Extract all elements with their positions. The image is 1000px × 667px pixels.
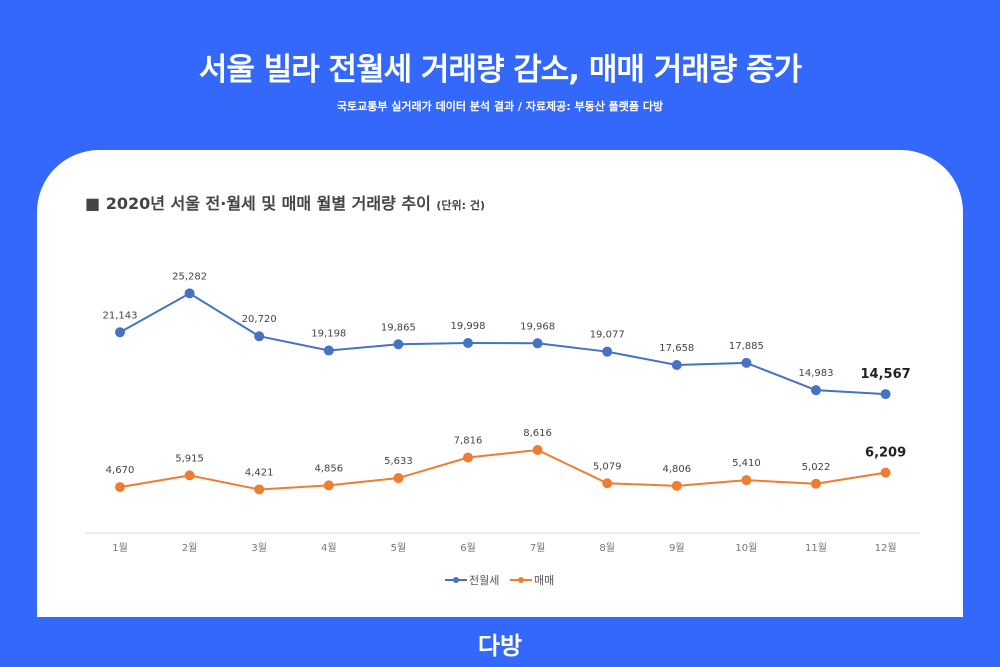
legend-marker	[453, 577, 459, 583]
x-tick-label: 5월	[391, 542, 407, 554]
data-point	[463, 338, 473, 349]
data-point	[254, 331, 265, 342]
data-label: 5,915	[175, 453, 204, 464]
chart-title: ■ 2020년 서울 전·월세 및 매매 월별 거래량 추이 (단위: 건)	[85, 190, 485, 214]
x-tick-label: 10월	[735, 542, 757, 554]
page-title: 서울 빌라 전월세 거래량 감소, 매매 거래량 증가	[198, 52, 802, 88]
x-tick-label: 11월	[805, 542, 827, 554]
data-point	[184, 288, 195, 299]
series-line-1	[119, 448, 886, 491]
data-label: 14,567	[861, 367, 911, 382]
chart-unit: (단위: 건)	[436, 199, 486, 212]
data-point	[393, 473, 404, 484]
data-point	[811, 385, 821, 396]
data-point	[880, 467, 891, 478]
x-tick-label: 8월	[599, 542, 615, 554]
data-point	[811, 478, 821, 489]
x-tick-label: 12월	[875, 542, 897, 554]
x-tick-label: 3월	[251, 542, 267, 554]
data-label: 7,816	[454, 436, 483, 447]
data-point	[532, 338, 543, 349]
data-label: 4,806	[662, 464, 691, 475]
data-label: 19,968	[520, 321, 555, 332]
data-point	[115, 482, 125, 493]
data-point	[602, 346, 613, 357]
legend-label: 전월세	[469, 574, 499, 587]
data-label: 20,720	[242, 314, 277, 325]
page-subtitle: 국토교통부 실거래가 데이터 분석 결과 / 자료제공: 부동산 플랫폼 다방	[336, 100, 664, 113]
data-label: 21,143	[103, 310, 138, 321]
data-label: 8,616	[523, 428, 552, 439]
dabang-logo: 다방	[477, 632, 523, 660]
data-label: 6,209	[865, 446, 906, 461]
data-label: 25,282	[172, 271, 207, 282]
x-tick-label: 9월	[669, 542, 685, 554]
data-label: 5,022	[802, 462, 831, 473]
series-line-0	[119, 292, 886, 396]
data-label: 14,983	[799, 368, 834, 379]
data-point	[323, 480, 334, 491]
data-point	[671, 360, 682, 371]
data-label: 5,410	[732, 458, 761, 469]
legend-label: 매매	[534, 574, 554, 587]
data-point	[115, 327, 125, 338]
data-point	[323, 345, 334, 356]
data-label: 19,198	[311, 329, 346, 340]
data-point	[602, 478, 613, 489]
data-point	[532, 445, 543, 456]
data-label: 17,885	[729, 341, 764, 352]
data-point	[671, 480, 682, 491]
x-tick-label: 4월	[321, 542, 337, 554]
chart-title-text: ■ 2020년 서울 전·월세 및 매매 월별 거래량 추이	[85, 194, 431, 213]
data-label: 5,079	[593, 461, 622, 472]
data-label: 19,077	[590, 330, 625, 341]
legend-marker	[518, 577, 524, 583]
x-tick-label: 2월	[182, 542, 198, 554]
chart-card	[37, 150, 963, 617]
data-label: 19,865	[381, 322, 416, 333]
x-tick-label: 1월	[112, 542, 128, 554]
data-label: 5,633	[384, 456, 413, 467]
data-point	[184, 470, 195, 481]
data-point	[463, 452, 473, 463]
data-point	[393, 339, 404, 350]
data-label: 4,670	[106, 465, 135, 476]
data-label: 4,421	[245, 467, 274, 478]
data-point	[741, 357, 752, 368]
data-label: 17,658	[659, 343, 694, 354]
x-tick-label: 6월	[460, 542, 476, 554]
data-point	[741, 475, 752, 486]
data-label: 19,998	[451, 321, 486, 332]
x-tick-label: 7월	[530, 542, 546, 554]
data-label: 4,856	[314, 463, 343, 474]
data-point	[880, 389, 891, 400]
data-point	[254, 484, 265, 495]
